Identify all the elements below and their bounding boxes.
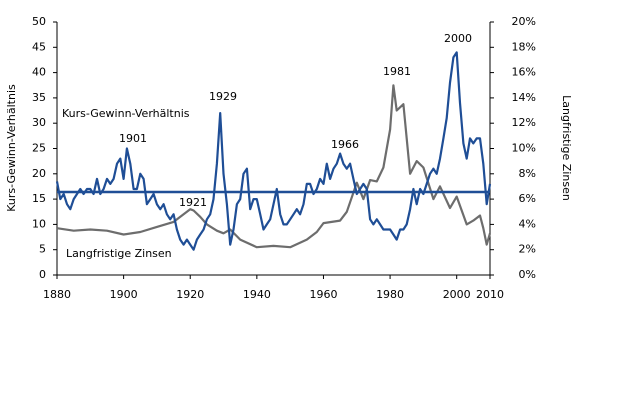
series-line	[56, 84, 492, 249]
y2-tick-label: 18%	[512, 40, 536, 53]
y2-tick-label: 12%	[512, 116, 536, 129]
y2-tick-label: 4%	[519, 217, 536, 230]
x-tick-label: 1980	[376, 288, 404, 301]
series-line	[55, 51, 492, 251]
x-tick-label: 2010	[476, 288, 504, 301]
y2-tick-label: 0%	[519, 268, 536, 281]
y2-tick-label: 2%	[519, 243, 536, 256]
y-tick-label: 20	[32, 167, 46, 180]
annotation: 1921	[179, 196, 207, 209]
y2-tick-label: 6%	[519, 192, 536, 205]
x-tick-label: 1920	[176, 288, 204, 301]
y2-tick-label: 16%	[512, 66, 536, 79]
annotation: 1901	[119, 132, 147, 145]
y-tick-label: 5	[39, 243, 46, 256]
y2-axis-label: Langfristige Zinsen	[560, 95, 573, 201]
x-tick-label: 1940	[243, 288, 271, 301]
y-tick-label: 15	[32, 192, 46, 205]
y-tick-label: 25	[32, 142, 46, 155]
x-tick-label: 1880	[43, 288, 71, 301]
y-tick-label: 50	[32, 15, 46, 28]
y-tick-label: 0	[39, 268, 46, 281]
annotation: 2000	[444, 32, 472, 45]
y-tick-label: 40	[32, 66, 46, 79]
series-label: Kurs-Gewinn-Verhältnis	[62, 107, 190, 120]
y2-tick-label: 20%	[512, 15, 536, 28]
x-tick-label: 1960	[309, 288, 337, 301]
annotation: 1966	[331, 138, 359, 151]
series-label: Langfristige Zinsen	[66, 247, 172, 260]
y-tick-label: 45	[32, 40, 46, 53]
y2-tick-label: 8%	[519, 167, 536, 180]
y-axis-label: Kurs-Gewinn-Verhältnis	[5, 84, 18, 212]
y2-tick-label: 10%	[512, 142, 536, 155]
x-tick-label: 2000	[443, 288, 471, 301]
y2-tick-label: 14%	[512, 91, 536, 104]
x-tick-label: 1900	[110, 288, 138, 301]
annotation: 1981	[383, 65, 411, 78]
y-tick-label: 30	[32, 116, 46, 129]
y-tick-label: 10	[32, 217, 46, 230]
annotation: 1929	[209, 90, 237, 103]
y-tick-label: 35	[32, 91, 46, 104]
